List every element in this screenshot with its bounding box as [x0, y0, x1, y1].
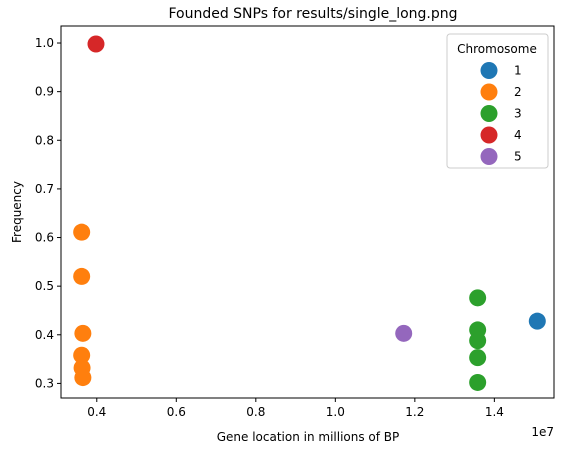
x-tick-label: 1.4	[485, 405, 504, 419]
y-tick-label: 0.8	[35, 133, 54, 147]
x-tick-label: 0.8	[246, 405, 265, 419]
legend-marker-2	[480, 83, 498, 101]
data-point-chromosome-2	[73, 267, 91, 285]
legend-label-1: 1	[514, 64, 522, 78]
legend-marker-1	[480, 62, 498, 79]
x-tick-label: 1.0	[326, 405, 345, 419]
y-tick-label: 0.7	[35, 182, 54, 196]
legend-marker-3	[480, 105, 498, 122]
x-tick-label: 0.6	[167, 405, 186, 419]
data-points	[73, 35, 546, 391]
data-point-chromosome-3	[469, 373, 487, 391]
x-tick-label: 0.4	[87, 405, 106, 419]
y-axis-label: Frequency	[10, 181, 24, 243]
y-tick-label: 0.6	[35, 231, 54, 245]
legend-label-4: 4	[514, 128, 522, 142]
legend: Chromosome 1 2 3 4 5	[446, 33, 549, 169]
x-tick-label: 1.2	[405, 405, 424, 419]
data-point-chromosome-4	[87, 35, 105, 53]
legend-marker-4	[480, 126, 498, 144]
y-axis: 0.3 0.4 0.5 0.6 0.7 0.8 0.9 1.0	[35, 36, 61, 390]
y-tick-label: 0.3	[35, 376, 54, 390]
legend-frame	[446, 33, 549, 169]
legend-label-3: 3	[514, 107, 522, 121]
data-point-chromosome-3	[469, 289, 487, 307]
x-axis-label: Gene location in millions of BP	[217, 430, 400, 444]
data-point-chromosome-3	[469, 332, 487, 350]
data-point-chromosome-2	[73, 223, 91, 241]
data-point-chromosome-2	[74, 324, 92, 342]
y-tick-label: 0.5	[35, 279, 54, 293]
legend-items: 1 2 3 4 5	[480, 62, 522, 165]
legend-marker-5	[480, 148, 498, 165]
legend-label-2: 2	[514, 85, 522, 99]
plot-frame	[60, 25, 555, 399]
chart-title: Founded SNPs for results/single_long.png	[168, 6, 457, 22]
legend-title: Chromosome	[457, 42, 537, 56]
data-point-chromosome-5	[395, 324, 413, 342]
data-point-chromosome-1	[528, 312, 546, 330]
y-tick-label: 0.9	[35, 85, 54, 99]
y-tick-label: 0.4	[35, 328, 54, 342]
data-point-chromosome-2	[73, 346, 91, 364]
data-point-chromosome-2	[74, 369, 92, 387]
x-axis-offset-label: 1e7	[531, 425, 554, 439]
y-tick-label: 1.0	[35, 36, 54, 50]
data-point-chromosome-3	[469, 349, 487, 367]
x-axis: 0.4 0.6 0.8 1.0 1.2 1.4	[87, 398, 504, 419]
legend-label-5: 5	[514, 150, 522, 164]
